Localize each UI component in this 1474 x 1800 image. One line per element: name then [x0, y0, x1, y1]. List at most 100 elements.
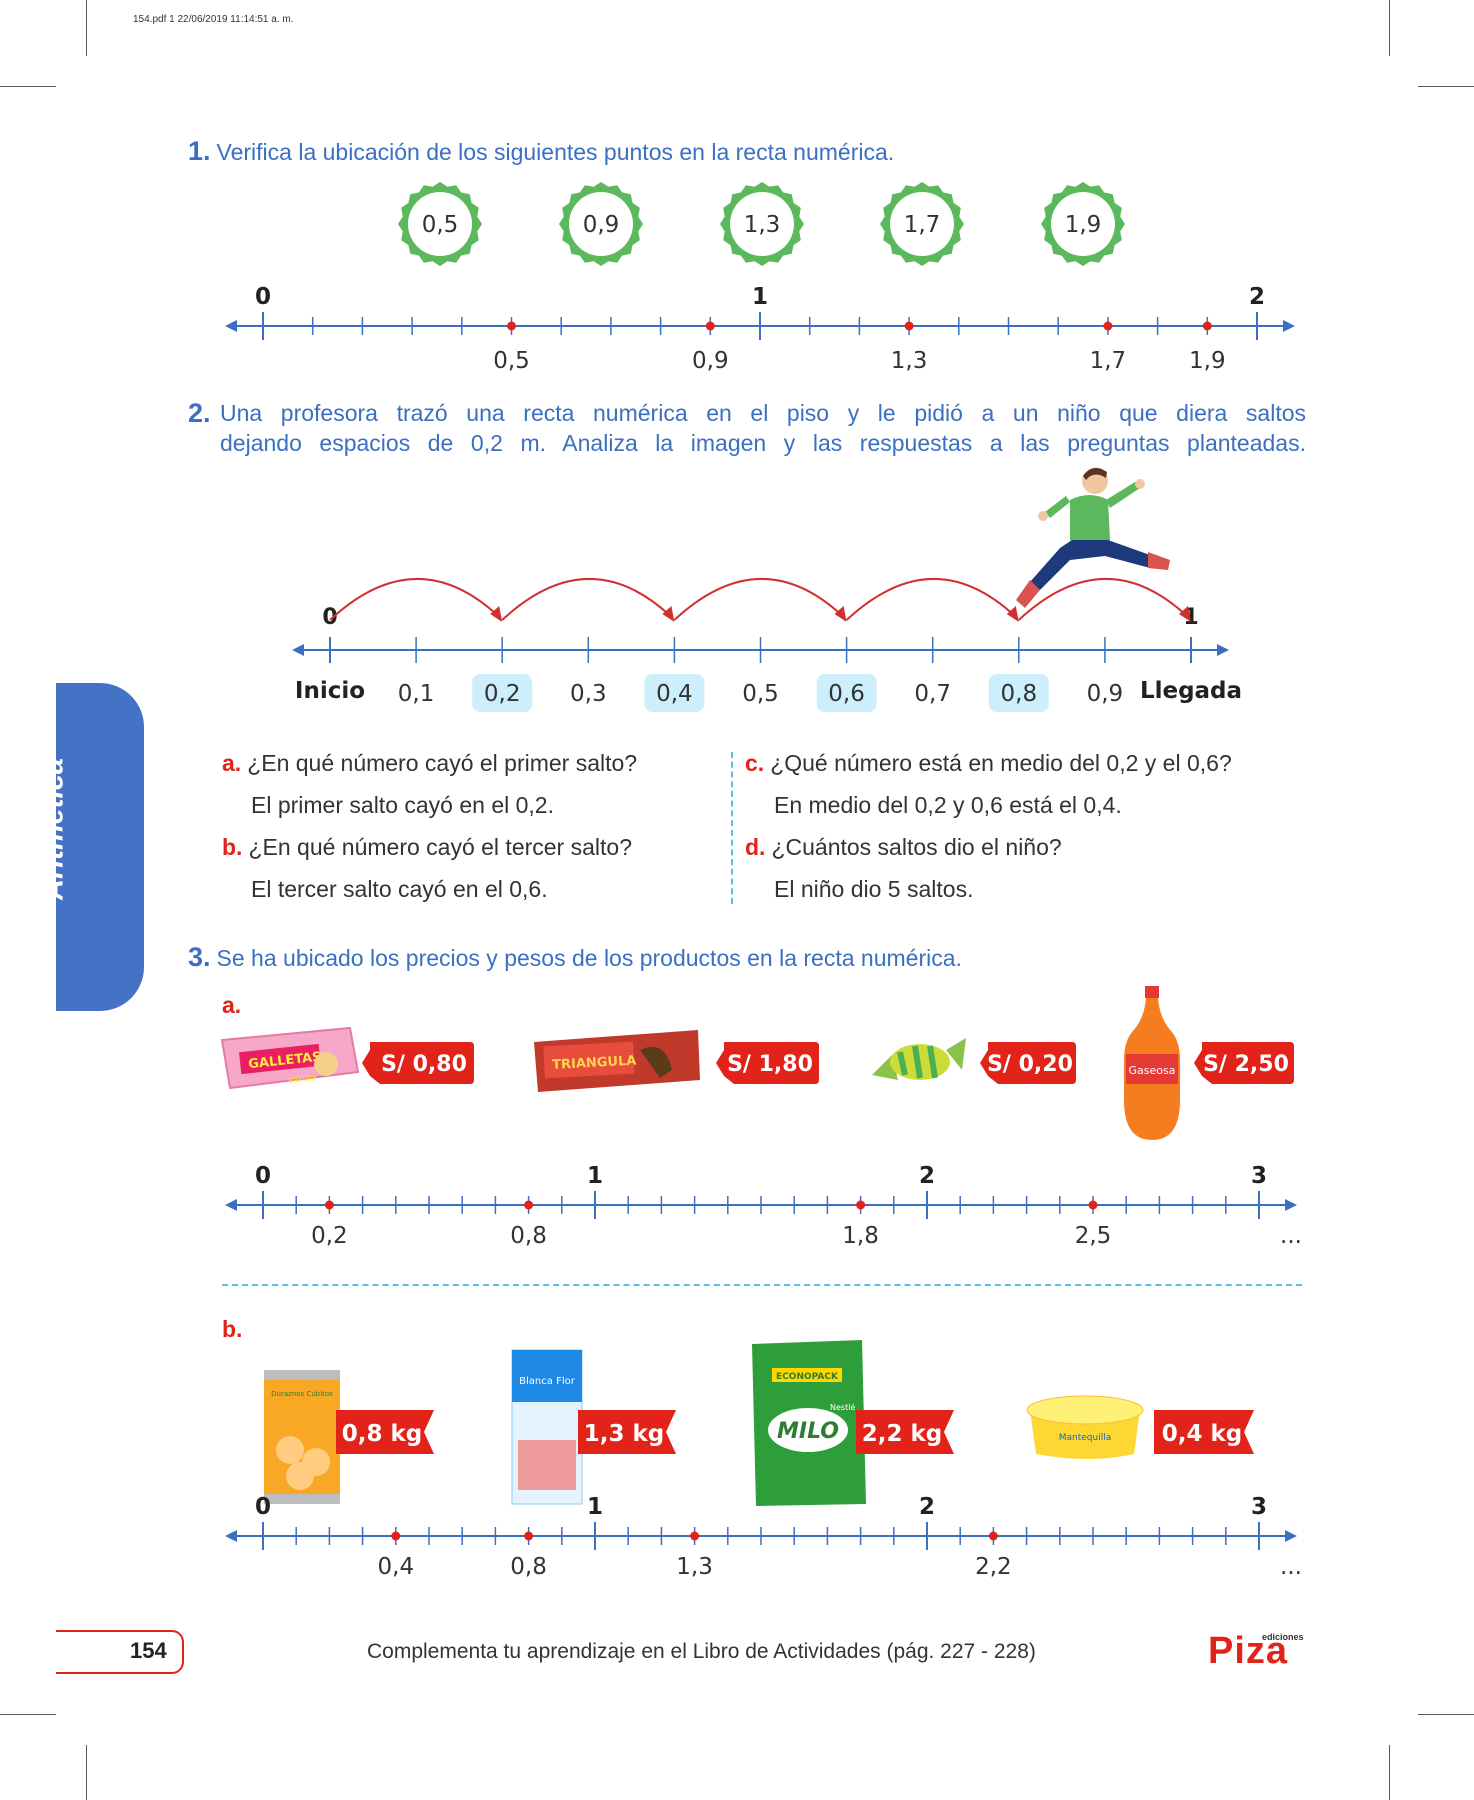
tick-label: 0,2 [484, 681, 521, 707]
butter-tub-icon: Mantequilla [1026, 1395, 1144, 1459]
soda-name: Gaseosa [1129, 1064, 1176, 1077]
point-marker [324, 1200, 334, 1210]
weight-tag-peaches: 0,8 kg [336, 1410, 434, 1454]
milo-pack-icon: ECONOPACK MILO Nestlé [752, 1340, 866, 1506]
chocolate-name: TRIANGULA [552, 1054, 637, 1073]
jump-arrowhead-icon [490, 606, 503, 622]
crop-mark [1418, 86, 1474, 87]
weight-tag-flour: 1,3 kg [578, 1410, 676, 1454]
tick-label: 0,9 [1087, 681, 1124, 707]
chocolate-bar-icon: TRIANGULA [534, 1030, 700, 1092]
weight-butter: 0,4 kg [1162, 1421, 1243, 1447]
point-label: 0,8 [510, 1223, 547, 1249]
candy-icon [872, 1038, 966, 1080]
point-label: 1,7 [1090, 348, 1127, 374]
crop-mark [86, 0, 87, 56]
price-candy: S/ 0,20 [987, 1052, 1073, 1077]
jump-arrowhead-icon [1179, 606, 1191, 622]
point-label: 1,3 [891, 348, 928, 374]
highlight-box [472, 674, 533, 712]
question-2c: c. ¿Qué número está en medio del 0,2 y el… [745, 750, 1232, 777]
badge-fill [1051, 192, 1115, 256]
point-label: 1,9 [1189, 348, 1226, 374]
page-number: 154 [130, 1638, 167, 1663]
badge-fill [408, 192, 472, 256]
tick-label: 0,7 [914, 681, 951, 707]
q2c-letter: c. [745, 750, 765, 776]
price-tag-chocolate: S/ 1,80 [716, 1042, 819, 1084]
jump-arc [845, 578, 1016, 621]
milo-brand: Nestlé [830, 1402, 855, 1412]
price-tag-cookies: S/ 0,80 [362, 1042, 474, 1084]
point-marker [1103, 321, 1113, 331]
end-label: Llegada [1140, 678, 1242, 704]
point-label: 0,2 [311, 1223, 348, 1249]
weight-peaches: 0,8 kg [342, 1421, 423, 1447]
crop-mark [86, 1745, 87, 1800]
publisher-logo: Piza [1208, 1630, 1289, 1672]
print-header: 154.pdf 1 22/06/2019 11:14:51 a. m. [133, 14, 294, 25]
highlight-box [644, 674, 705, 712]
crop-mark [0, 1714, 56, 1715]
integer-label: 0 [255, 284, 271, 310]
integer-label: 0 [255, 1494, 271, 1520]
section-divider [222, 1284, 1302, 1286]
question-2b: b. ¿En qué número cayó el tercer salto? [222, 834, 632, 861]
start-label: Inicio [295, 678, 365, 704]
ellipsis-label: ... [1280, 1223, 1302, 1249]
question-2d: d. ¿Cuántos saltos dio el niño? [745, 834, 1062, 861]
weight-tag-milo: 2,2 kg [856, 1410, 954, 1454]
point-marker [1088, 1200, 1098, 1210]
integer-label: 1 [587, 1494, 603, 1520]
arrow-right-icon [1283, 320, 1295, 332]
point-marker [856, 1200, 866, 1210]
cookies-sub: Vainilla [288, 1073, 317, 1085]
badge-fill [890, 192, 954, 256]
soda-bottle-icon: Gaseosa [1124, 986, 1180, 1140]
highlight-box [816, 674, 877, 712]
q2d-question: ¿Cuántos saltos dio el niño? [771, 834, 1062, 860]
badge-fill [730, 192, 794, 256]
q3b-letter: b. [222, 1316, 248, 1343]
jump-arc [329, 578, 499, 621]
q2c-answer: En medio del 0,2 y 0,6 está el 0,4. [774, 792, 1122, 818]
crop-mark [0, 86, 56, 87]
point-marker [391, 1531, 401, 1541]
tick-label: 0,3 [570, 681, 607, 707]
arrow-right-icon [1217, 644, 1229, 656]
point-label: 1,3 [676, 1554, 713, 1580]
q2b-letter: b. [222, 834, 243, 860]
point-marker [507, 321, 516, 331]
integer-label: 0 [255, 1163, 271, 1189]
question-3-title: 3. Se ha ubicado los precios y pesos de l… [188, 942, 962, 973]
tick-label: 0,6 [828, 681, 865, 707]
arrow-right-icon [1285, 1530, 1297, 1542]
badge-label: 0,5 [422, 212, 459, 238]
arrow-left-icon [292, 644, 304, 656]
jump-arc [673, 578, 844, 621]
arrow-right-icon [1285, 1199, 1297, 1211]
badge-label: 1,3 [744, 212, 781, 238]
question-1-title: 1. Verifica la ubicación de los siguiente… [188, 136, 894, 167]
point-label: 0,9 [692, 348, 729, 374]
tick-label: 0,8 [1001, 681, 1038, 707]
q3a-letter: a. [222, 992, 247, 1019]
milo-name: MILO [777, 1419, 839, 1444]
price-cookies: S/ 0,80 [381, 1052, 467, 1077]
integer-label: 1 [752, 284, 768, 310]
ellipsis-label: ... [1280, 1554, 1302, 1580]
point-marker [705, 321, 715, 331]
q3a-letter-text: a. [222, 992, 242, 1018]
point-marker [524, 1531, 534, 1541]
question-2-number: 2. [188, 398, 211, 428]
integer-label: 3 [1251, 1163, 1267, 1189]
question-1-text: Verifica la ubicación de los siguientes … [216, 139, 895, 165]
arrow-left-icon [225, 1530, 237, 1542]
q2a-question: ¿En qué número cayó el primer salto? [247, 750, 638, 776]
integer-label: 2 [1249, 284, 1265, 310]
question-2-number-wrap: 2. [188, 398, 217, 429]
question-1-number: 1. [188, 136, 211, 166]
jump-arrowhead-icon [834, 606, 847, 622]
point-label: 0,8 [510, 1554, 547, 1580]
jumping-boy-illustration [1016, 467, 1170, 608]
